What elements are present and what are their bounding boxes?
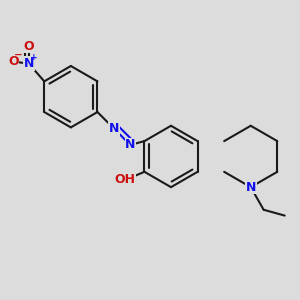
Text: OH: OH — [115, 173, 136, 186]
Text: N: N — [246, 181, 256, 194]
Text: N: N — [24, 57, 34, 70]
Text: O: O — [23, 40, 34, 52]
Text: −: − — [14, 50, 23, 60]
Text: N: N — [109, 122, 119, 135]
Text: N: N — [125, 138, 136, 152]
Text: +: + — [30, 52, 38, 62]
Text: O: O — [8, 55, 19, 68]
